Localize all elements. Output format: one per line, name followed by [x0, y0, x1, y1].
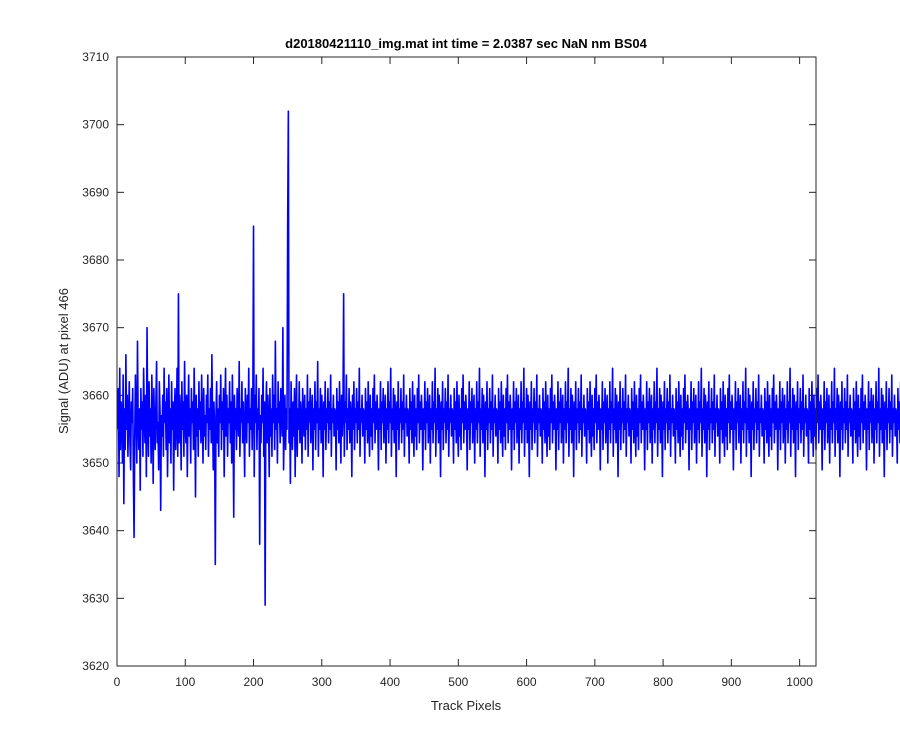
y-tick-label: 3680: [82, 253, 109, 267]
y-tick-label: 3710: [82, 50, 109, 64]
x-tick-label: 400: [380, 675, 400, 689]
x-tick-label: 500: [448, 675, 468, 689]
x-tick-labels: 0 100 200 300 400 500 600 700 800 900 1000: [114, 675, 814, 689]
y-tick-label: 3660: [82, 388, 109, 402]
y-tick-label: 3630: [82, 591, 109, 605]
x-tick-label: 1000: [786, 675, 813, 689]
y-tick-label: 3620: [82, 659, 109, 673]
y-axis-label: Signal (ADU) at pixel 466: [56, 288, 71, 434]
y-tick-label: 3690: [82, 185, 109, 199]
x-tick-label: 200: [244, 675, 264, 689]
y-tick-labels: 3620 3630 3640 3650 3660 3670 3680 3690 3700 3710: [82, 50, 109, 673]
x-tick-label: 600: [517, 675, 537, 689]
x-tick-label: 900: [721, 675, 741, 689]
y-tick-label: 3650: [82, 456, 109, 470]
chart-title: d20180421110_img.mat int time = 2.0387 s…: [285, 36, 647, 51]
plot-area-background: [117, 57, 816, 666]
x-axis-label: Track Pixels: [431, 698, 502, 713]
x-tick-label: 800: [653, 675, 673, 689]
y-tick-label: 3700: [82, 118, 109, 132]
y-tick-marks: [117, 56, 816, 667]
x-tick-label: 0: [114, 675, 121, 689]
x-tick-label: 700: [585, 675, 605, 689]
plot-area-frame: [116, 56, 817, 667]
x-tick-label: 300: [312, 675, 332, 689]
x-tick-label: 100: [175, 675, 195, 689]
y-tick-label: 3670: [82, 321, 109, 335]
y-tick-label: 3640: [82, 524, 109, 538]
